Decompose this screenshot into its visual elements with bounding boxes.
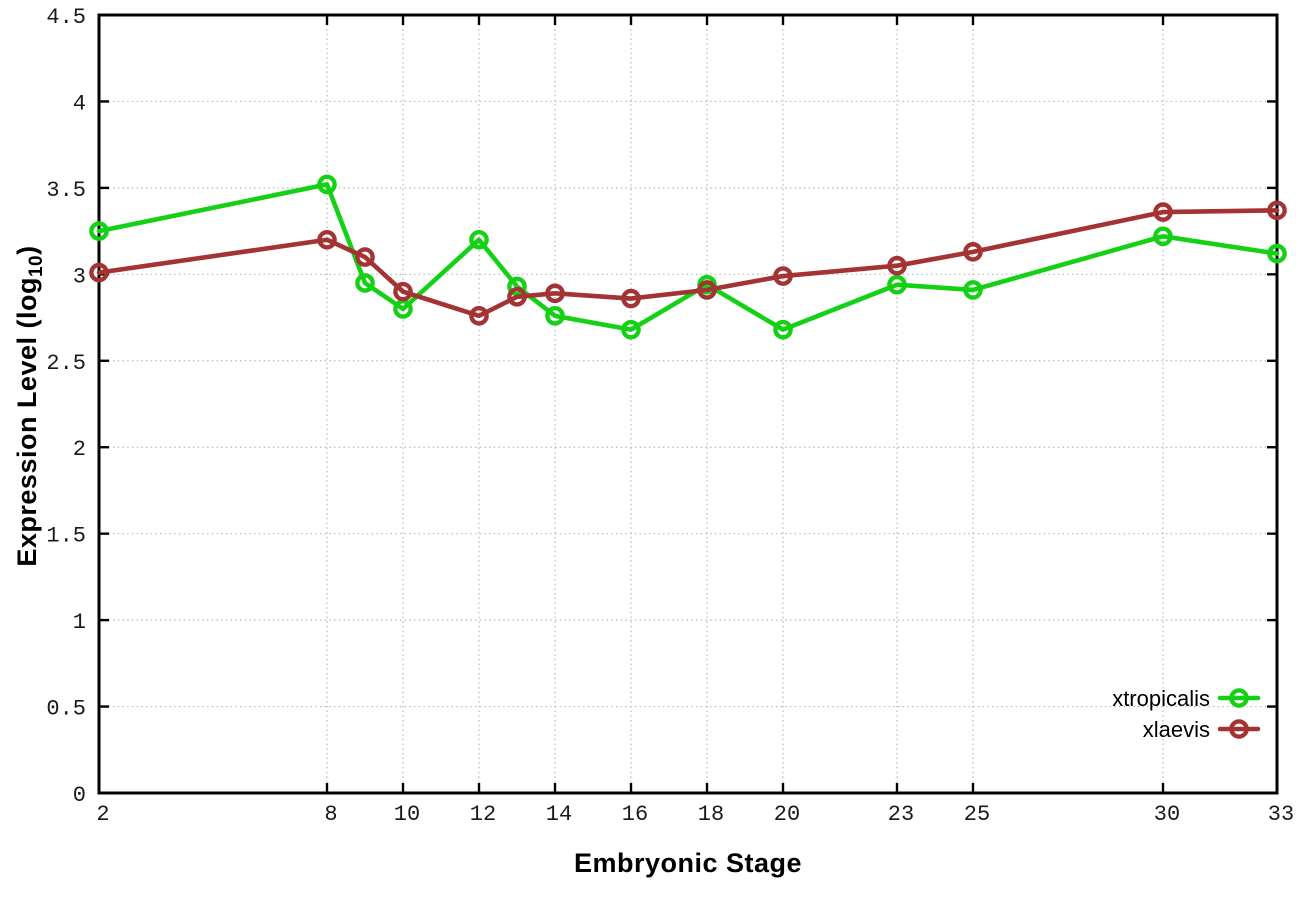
x-axis-title: Embryonic Stage: [573, 848, 803, 878]
legend-label: xlaevis: [1142, 716, 1210, 742]
data-point-xtropicalis: [773, 319, 793, 340]
data-point-xlaevis: [89, 262, 109, 283]
x-tick-label: 25: [964, 802, 990, 827]
data-point-xlaevis: [697, 280, 717, 300]
data-point-xtropicalis: [89, 221, 109, 241]
xlaevis-marker-icon: [1217, 719, 1261, 739]
x-tick-label: 14: [546, 802, 572, 827]
data-point-xlaevis: [1267, 200, 1287, 221]
data-point-xlaevis: [773, 266, 793, 286]
legend-item-xtropicalis: xtropicalis: [1112, 685, 1261, 712]
data-point-xtropicalis: [545, 306, 565, 326]
data-point-xlaevis: [393, 281, 413, 302]
legend-sample-marker: [1229, 688, 1249, 708]
legend: xtropicalis xlaevis: [1112, 685, 1261, 743]
x-tick-label: 8: [324, 802, 337, 827]
series-line-xlaevis: [96, 208, 1280, 319]
y-tick-label: 2: [73, 437, 86, 462]
data-point-xlaevis: [507, 287, 527, 307]
x-tick-label: 10: [394, 802, 420, 827]
data-point-xlaevis: [1153, 202, 1173, 222]
data-point-xtropicalis: [1267, 243, 1287, 264]
data-point-xlaevis: [469, 306, 489, 326]
data-point-xlaevis: [545, 283, 565, 304]
plot-border: [97, 13, 1279, 795]
x-tick-label: 2: [96, 802, 109, 827]
data-point-xtropicalis: [1153, 226, 1173, 247]
x-tick-label: 23: [888, 802, 914, 827]
data-point-xlaevis: [621, 288, 641, 309]
data-point-xtropicalis: [507, 276, 527, 297]
series-line-xtropicalis: [96, 182, 1280, 332]
y-tick-label: 4: [73, 91, 86, 116]
y-tick-label: 0.5: [46, 697, 86, 722]
x-tick-label: 16: [622, 802, 648, 827]
data-point-xtropicalis: [469, 229, 489, 250]
y-axis-title-subscript: 10: [26, 254, 48, 278]
data-point-xtropicalis: [887, 274, 907, 295]
y-tick-label: 3.5: [46, 178, 86, 203]
x-tick-label: 30: [1154, 802, 1180, 827]
y-tick-label: 1.5: [46, 524, 86, 549]
y-tick-label: 3: [73, 264, 86, 289]
data-point-xtropicalis: [317, 174, 337, 195]
x-tick-label: 33: [1268, 802, 1294, 827]
x-tick-label: 20: [774, 802, 800, 827]
xtropicalis-marker-icon: [1217, 688, 1261, 708]
data-point-xtropicalis: [355, 273, 375, 293]
data-point-xlaevis: [355, 247, 375, 267]
data-point-xlaevis: [317, 229, 337, 250]
y-tick-label: 1: [73, 610, 86, 635]
legend-sample-marker: [1229, 719, 1249, 739]
legend-label: xtropicalis: [1112, 685, 1210, 711]
y-tick-label: 0: [73, 783, 86, 808]
data-point-xtropicalis: [963, 280, 983, 300]
y-tick-label: 2.5: [46, 351, 86, 376]
y-axis-title-suffix: ): [11, 245, 42, 255]
x-tick-label: 12: [470, 802, 496, 827]
data-point-xtropicalis: [621, 319, 641, 340]
x-tick-label: 18: [698, 802, 724, 827]
legend-item-xlaevis: xlaevis: [1142, 716, 1261, 743]
y-tick-label: 4.5: [46, 5, 86, 30]
y-axis-title: Expression Level (log10): [12, 245, 48, 566]
data-point-xlaevis: [887, 255, 907, 276]
data-point-xlaevis: [963, 242, 983, 262]
y-axis-title-text: Expression Level (log: [11, 277, 42, 567]
